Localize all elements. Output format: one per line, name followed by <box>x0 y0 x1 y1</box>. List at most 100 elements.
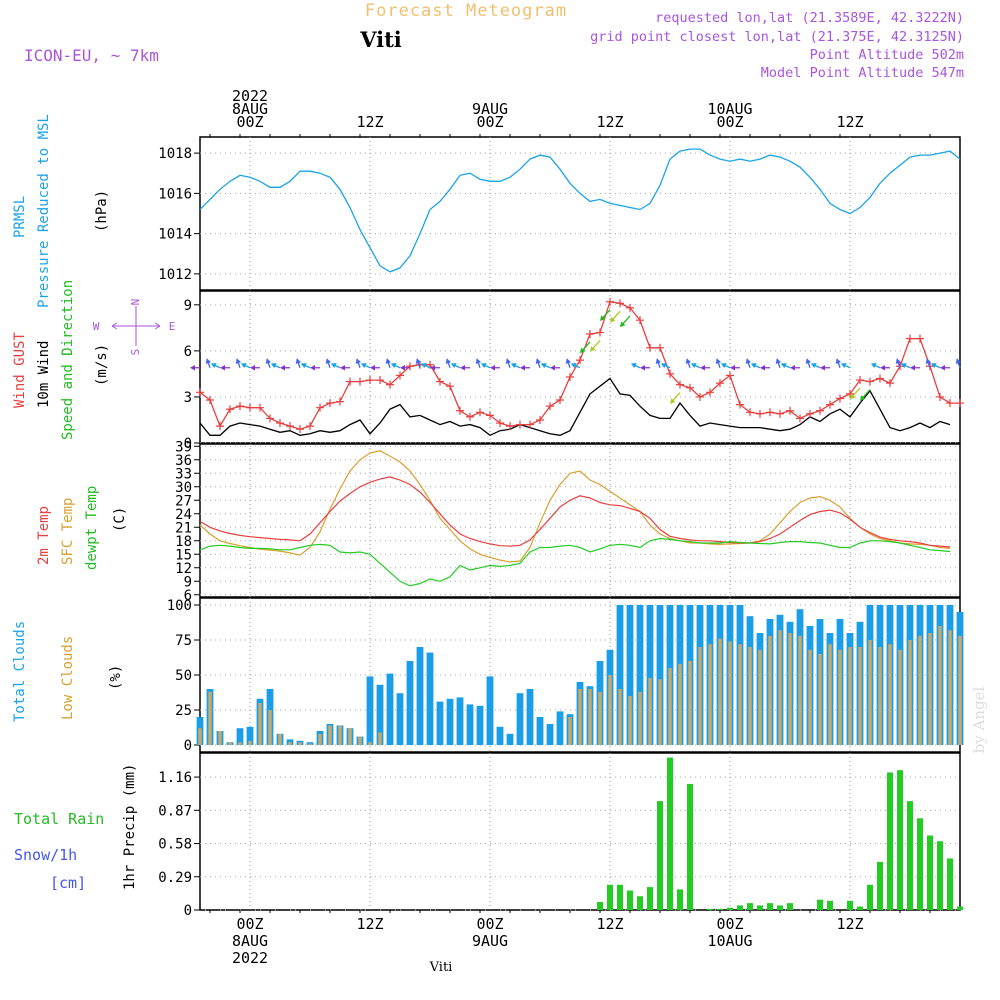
wind-gust-marker <box>736 400 744 409</box>
temp-label-4: (C) <box>112 507 128 532</box>
wind-direction-arrowhead <box>669 398 676 404</box>
wind-direction-arrowhead <box>699 365 706 371</box>
panel-frame <box>199 752 961 911</box>
wind-gust-marker <box>286 422 294 431</box>
wind-gust-marker <box>536 415 544 424</box>
low-clouds-bar <box>198 728 202 745</box>
wind-gust-marker <box>486 411 494 420</box>
wind-gust-marker <box>196 388 204 397</box>
wind-direction-arrowhead <box>690 363 697 369</box>
wind-gust-marker <box>886 379 894 388</box>
precip-bar <box>957 906 963 910</box>
precip-bar <box>667 757 673 910</box>
total-clouds-bar <box>506 733 514 745</box>
wind-direction-arrowhead <box>840 363 847 369</box>
wind-direction-arrowhead <box>909 365 916 371</box>
y-tick-label: 1016 <box>158 186 192 202</box>
low-clouds-bar <box>338 725 342 745</box>
requested-coords: requested lon,lat (21.3589E, 42.3222N) <box>655 10 964 26</box>
wind-direction-arrowhead <box>475 358 481 364</box>
total-clouds-bar <box>236 728 244 745</box>
time-label-top: 12Z <box>356 113 383 131</box>
temp-label-2: SFC Temp <box>60 498 76 565</box>
wind-direction-arrowhead <box>549 365 556 371</box>
wind-gust-marker <box>336 397 344 406</box>
precip-label-snow: Snow/1h <box>14 846 77 864</box>
low-clouds-bar <box>348 728 352 745</box>
precip-bar <box>817 899 823 910</box>
wind-gust-marker <box>826 400 834 409</box>
wind-gust-marker <box>226 405 234 414</box>
temp-label-1: 2m Temp <box>36 506 52 565</box>
wind-gust-marker <box>406 362 414 371</box>
wind-gust-marker <box>946 399 954 408</box>
wind-direction-arrowhead <box>780 363 787 369</box>
precip-bar <box>917 818 923 910</box>
wind-gust-marker <box>376 376 384 385</box>
wind-direction-arrowhead <box>775 358 781 364</box>
wind-gust-marker <box>296 425 304 434</box>
wind-gust-marker <box>466 412 474 421</box>
time-label-bottom: 9AUG <box>472 932 508 950</box>
compass-north: N <box>129 299 142 306</box>
low-clouds-bar <box>948 630 952 745</box>
wind-direction-arrowhead <box>300 363 307 369</box>
low-clouds-bar <box>218 731 222 745</box>
wind-gust-marker <box>816 406 824 415</box>
y-tick-label: 1012 <box>158 267 192 283</box>
wind-direction-arrowhead <box>589 346 596 352</box>
wind-direction-arrowhead <box>309 365 316 371</box>
compass-south: S <box>129 349 142 356</box>
y-tick-label: 1.16 <box>158 770 192 786</box>
wind-direction-arrowhead <box>609 316 616 323</box>
low-clouds-bar <box>808 649 812 745</box>
total-clouds-bar <box>626 605 634 745</box>
low-clouds-bar <box>858 647 862 745</box>
time-label-top: 12Z <box>596 113 623 131</box>
low-clouds-bar <box>798 635 802 745</box>
wind-direction-arrowhead <box>630 363 637 369</box>
wind-gust-marker <box>856 376 864 385</box>
y-tick-label: 6 <box>184 588 192 604</box>
low-clouds-bar <box>758 649 762 745</box>
dewpoint-line <box>199 537 951 587</box>
precip-bar <box>677 889 683 910</box>
model-altitude: Model Point Altitude 547m <box>761 65 964 81</box>
wind-direction-arrowhead <box>750 363 757 369</box>
wind-gust-marker <box>316 403 324 412</box>
wind-direction-arrowhead <box>570 363 577 369</box>
low-clouds-bar <box>728 641 732 745</box>
low-clouds-bar <box>598 691 602 745</box>
wind-label-3: Speed and Direction <box>60 280 76 440</box>
y-tick-label: 50 <box>175 668 192 684</box>
wind-gust-marker <box>636 316 644 325</box>
wind-direction-arrowhead <box>330 363 337 369</box>
wind-gust-marker <box>456 406 464 415</box>
footer-place: Viti <box>429 960 453 975</box>
low-clouds-bar <box>828 644 832 745</box>
total-clouds-bar <box>496 726 504 745</box>
wind-direction-arrowhead <box>369 365 376 371</box>
low-clouds-bar <box>768 635 772 745</box>
total-clouds-bar <box>406 661 414 745</box>
wind-direction-arrowhead <box>759 365 766 371</box>
total-clouds-bar <box>616 605 624 745</box>
y-tick-label: 18 <box>175 534 192 550</box>
wind-gust-marker <box>206 396 214 405</box>
wind-direction-arrowhead <box>720 363 727 369</box>
y-tick-label: 0 <box>184 738 192 754</box>
time-label-bottom: 8AUG <box>232 932 268 950</box>
wind-direction-arrowhead <box>819 365 826 371</box>
y-tick-label: 0.87 <box>158 803 192 819</box>
total-clouds-bar <box>526 689 534 745</box>
wind-gust-marker <box>246 403 254 412</box>
precip-label-cm: [cm] <box>50 874 86 892</box>
precip-bar <box>847 900 853 910</box>
wind-gust-marker <box>616 299 624 308</box>
wind-direction-arrowhead <box>639 365 646 371</box>
y-tick-label: 3 <box>184 390 192 406</box>
wind-gust-marker <box>306 422 314 431</box>
time-label-top: 10AUG <box>707 100 752 118</box>
wind-direction-arrowhead <box>729 365 736 371</box>
wind-direction-arrowhead <box>789 365 796 371</box>
